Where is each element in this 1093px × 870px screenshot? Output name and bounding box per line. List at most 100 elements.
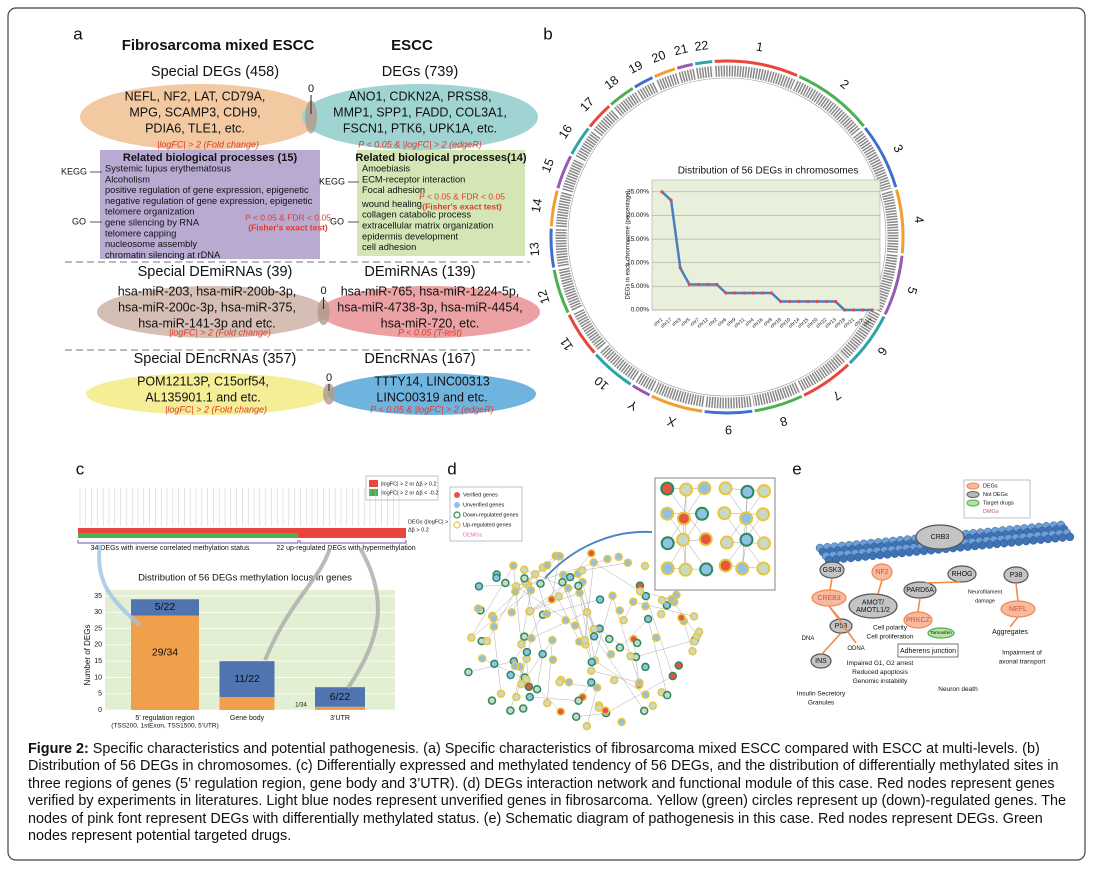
edge	[471, 590, 532, 638]
row-title: Special DEncRNAs (357)	[134, 351, 297, 367]
point	[788, 299, 792, 304]
gene-node	[565, 572, 575, 582]
gene-node	[575, 588, 584, 598]
process-box	[100, 150, 320, 259]
edge	[551, 556, 560, 600]
chromosome-ideogram	[715, 65, 796, 90]
membrane-lipid	[1051, 534, 1060, 543]
chromosome-label: 11	[557, 335, 576, 354]
db-label: KEGG	[319, 176, 345, 186]
chromosome-ideogram	[678, 68, 696, 84]
pathway-arrow	[828, 605, 857, 644]
chromosome-band	[694, 60, 713, 66]
y-tick-label: 0	[98, 707, 102, 714]
node-label: CREB3	[817, 595, 840, 602]
y-axis-label: DEGs in each chromosome (percentage)	[626, 190, 632, 299]
legend-text: Up-regulated genes	[463, 522, 512, 528]
membrane-lipid	[912, 547, 921, 556]
bar-segment	[219, 696, 275, 710]
module-node	[740, 484, 755, 499]
node-label: Tamoxifen	[930, 630, 952, 636]
y-tick-label: 5.00%	[631, 283, 650, 290]
gene-node	[626, 651, 635, 661]
legend-marker	[966, 491, 980, 498]
chromosome-band	[895, 189, 905, 254]
y-tick-label: 15.00%	[627, 236, 649, 243]
membrane-lipid	[992, 539, 1002, 549]
gene-node	[617, 717, 626, 727]
edge	[576, 712, 607, 717]
point	[678, 266, 682, 270]
edge	[635, 639, 696, 658]
y-tick-label: 0.00%	[631, 307, 650, 314]
criteria: |logFC| > 2 (Fold change)	[165, 404, 267, 414]
point	[706, 282, 710, 287]
legend-swatch	[369, 480, 378, 487]
point	[797, 299, 801, 304]
legend-marker	[966, 499, 980, 507]
note-label: DNA	[802, 636, 815, 642]
value-label: 6/22	[330, 691, 351, 703]
legend-marker	[454, 492, 460, 498]
note-label: Impairment of axonal transport	[999, 649, 1046, 665]
note-label: Adherens junction	[900, 648, 956, 655]
point	[760, 291, 765, 295]
legend-text: |logFC| > 2 or Δβ < -0.2	[381, 490, 438, 496]
membrane-lipid	[846, 553, 856, 563]
gene-node	[641, 690, 650, 699]
gene-node	[518, 704, 528, 713]
gene-node	[542, 609, 552, 619]
process-item: Systemic lupus erythematosus	[105, 163, 231, 173]
point	[669, 198, 673, 202]
chromosome-ideogram	[852, 130, 892, 192]
gene-node	[615, 606, 624, 615]
chromosome-band	[864, 127, 898, 188]
x-tick-label: chr5	[680, 317, 691, 328]
chromosome-label: 9	[725, 423, 732, 437]
set-text: PDIA6, TLE1, etc.	[145, 121, 245, 135]
chromosome-band	[676, 62, 694, 70]
gene-node	[594, 703, 604, 712]
gene-node	[496, 689, 506, 699]
set-text: hsa-miR-200c-3p, hsa-miR-375,	[118, 300, 296, 314]
node-label: GSK3	[823, 567, 842, 574]
edge	[547, 640, 553, 704]
membrane-lipid	[897, 548, 907, 558]
gene-node	[506, 706, 515, 715]
overlap-count: 0	[320, 285, 326, 297]
process-item: telomere organization	[105, 207, 194, 217]
module-node	[717, 506, 732, 521]
gene-node	[657, 595, 667, 605]
gene-node	[641, 591, 651, 601]
gene-node	[606, 650, 616, 659]
plot-area	[651, 179, 881, 311]
membrane-lipid	[1014, 537, 1023, 546]
gene-node	[677, 613, 686, 623]
edge	[630, 656, 640, 683]
node-label: P53	[835, 623, 848, 630]
chromosome-label: 19	[626, 58, 645, 77]
chromosome-label: 17	[577, 95, 597, 115]
point	[833, 299, 838, 304]
chromosome-ideogram	[838, 309, 880, 360]
chromosome-ideogram	[555, 228, 569, 267]
note-label: Insulin Secretory Granules	[797, 690, 846, 706]
edge	[578, 585, 592, 663]
legend-marker	[453, 511, 461, 519]
node-label: NF2	[875, 569, 888, 576]
note-label: ODNA	[847, 646, 864, 652]
chromosome-band	[754, 394, 803, 413]
bar-segment	[315, 687, 365, 707]
process-item: wound healing	[361, 199, 422, 209]
gene-node	[640, 561, 650, 571]
module-node	[698, 532, 713, 547]
row-title: Special DEGs (458)	[151, 64, 279, 80]
gene-node	[570, 621, 580, 630]
module-node	[695, 506, 710, 521]
gene-node	[574, 696, 583, 705]
gene-node	[605, 634, 614, 644]
panel-label: d	[447, 459, 456, 478]
edge	[531, 612, 588, 639]
chromosome-ideogram	[573, 307, 607, 350]
process-item: positive regulation of gene expression, …	[105, 185, 309, 195]
